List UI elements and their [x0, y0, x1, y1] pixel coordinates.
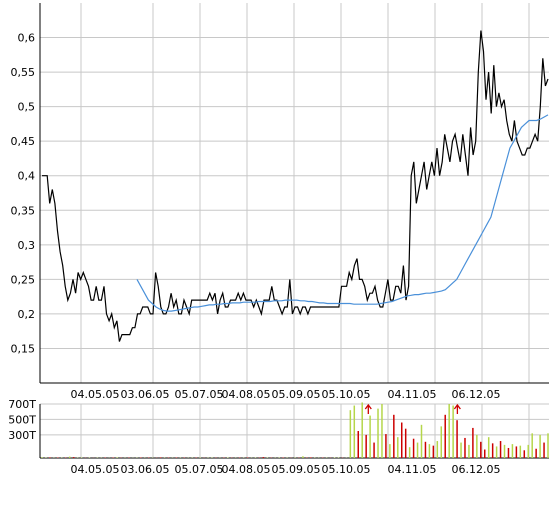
x-tick-label: 04.05.05: [71, 388, 120, 401]
volume-y-tick-label: 300T: [8, 429, 36, 442]
price-line: [42, 30, 549, 342]
x-tick-label: 03.06.05: [121, 388, 170, 401]
volume-x-tick-label: 04.11.05: [388, 463, 437, 476]
volume-x-tick-label: 05.10.05: [322, 463, 371, 476]
x-tick-label: 06.12.05: [452, 388, 501, 401]
y-tick-label: 0,25: [11, 273, 36, 286]
volume-y-tick-label: 700T: [8, 398, 36, 411]
y-tick-label: 0,45: [11, 135, 36, 148]
volume-x-tick-label: 05.07.05: [175, 463, 224, 476]
y-tick-label: 0,6: [18, 32, 36, 45]
x-tick-label: 05.07.05: [175, 388, 224, 401]
y-tick-label: 0,55: [11, 66, 36, 79]
y-tick-label: 0,3: [18, 239, 36, 252]
y-tick-label: 0,5: [18, 101, 36, 114]
y-tick-label: 0,2: [18, 308, 36, 321]
moving-average-line: [136, 114, 549, 312]
volume-x-tick-label: 05.09.05: [272, 463, 321, 476]
x-tick-label: 05.10.05: [322, 388, 371, 401]
x-tick-label: 04.11.05: [388, 388, 437, 401]
volume-peak-arrowhead: [453, 403, 461, 410]
volume-y-tick-label: 500T: [8, 413, 36, 426]
volume-x-tick-label: 03.06.05: [121, 463, 170, 476]
x-tick-label: 04.08.05: [222, 388, 271, 401]
y-tick-label: 0,15: [11, 342, 36, 355]
y-tick-label: 0,4: [18, 170, 36, 183]
volume-x-tick-label: 04.05.05: [71, 463, 120, 476]
volume-x-tick-label: 04.08.05: [222, 463, 271, 476]
volume-peak-arrowhead: [364, 403, 372, 410]
x-tick-label: 05.09.05: [272, 388, 321, 401]
volume-x-tick-label: 06.12.05: [452, 463, 501, 476]
y-tick-label: 0,35: [11, 204, 36, 217]
